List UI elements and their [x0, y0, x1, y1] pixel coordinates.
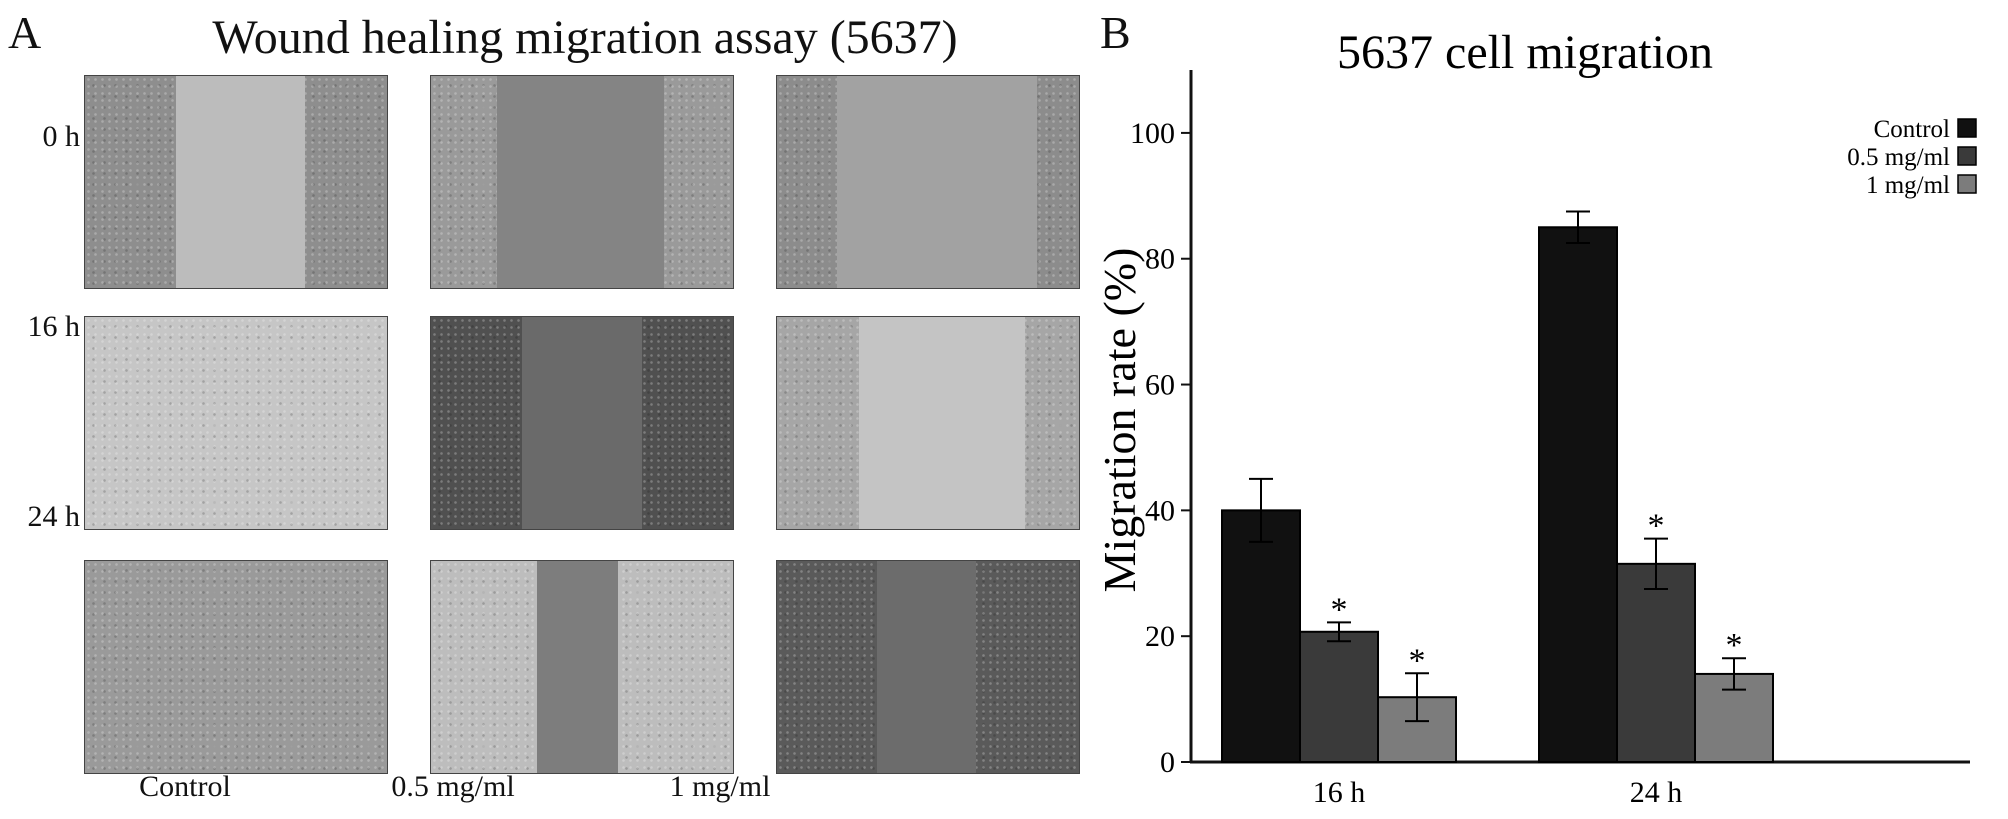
significance-1-2: *: [1726, 627, 1743, 664]
y-tick-label-20: 20: [1145, 620, 1175, 653]
y-axis-label: Migration rate (%): [1094, 248, 1145, 593]
legend-swatch-1: [1957, 146, 1977, 166]
y-tick-label-60: 60: [1145, 369, 1175, 402]
bar-0-1: [1299, 630, 1379, 764]
col-label-control: Control: [139, 770, 231, 803]
legend-label-0: Control: [1874, 116, 1950, 143]
legend-label-2: 1 mg/ml: [1866, 172, 1950, 199]
significance-1-1: *: [1648, 508, 1665, 545]
significance-0-2: *: [1409, 642, 1426, 679]
y-tick-label-80: 80: [1145, 243, 1175, 276]
micrograph-r1-c1: [430, 316, 734, 530]
significance-0-1: *: [1331, 591, 1348, 628]
micrograph-r0-c1: [430, 75, 734, 289]
micrograph-r2-c2: [776, 560, 1080, 774]
x-tick-label-0: 16 h: [1313, 776, 1366, 809]
x-tick-label-1: 24 h: [1630, 776, 1683, 809]
row-label-0h: 0 h: [42, 120, 81, 153]
panel-letter-b: B: [1100, 7, 1131, 58]
micrograph-r2-c1: [430, 560, 734, 774]
bar-1-0: [1538, 226, 1618, 764]
legend-swatch-2: [1957, 174, 1977, 194]
y-tick-label-0: 0: [1160, 746, 1175, 779]
col-label-1: 1 mg/ml: [669, 770, 771, 803]
bar-1-1: [1616, 562, 1696, 763]
col-label-0-5: 0.5 mg/ml: [391, 770, 515, 803]
micrograph-r1-c0: [84, 316, 388, 530]
y-tick-label-100: 100: [1130, 117, 1175, 150]
legend-label-1: 0.5 mg/ml: [1847, 144, 1950, 171]
y-tick-label-40: 40: [1145, 494, 1175, 527]
row-label-24h: 24 h: [27, 500, 81, 533]
panel-letter-a: A: [8, 7, 42, 58]
legend-swatch-0: [1957, 118, 1977, 138]
bars: * * 16 h * * 24 h: [1221, 210, 1774, 809]
micrograph-r0-c2: [776, 75, 1080, 289]
row-label-16h: 16 h: [27, 310, 81, 343]
bar-chart: 5637 cell migration Migration rate (%) 0…: [1094, 26, 1977, 809]
micrograph-r1-c2: [776, 316, 1080, 530]
panel-a-title: Wound healing migration assay (5637): [212, 11, 958, 64]
micrograph-r0-c0: [84, 75, 388, 289]
bar-0-0: [1221, 509, 1301, 764]
micrograph-r2-c0: [84, 560, 388, 774]
chart-title: 5637 cell migration: [1337, 26, 1713, 79]
